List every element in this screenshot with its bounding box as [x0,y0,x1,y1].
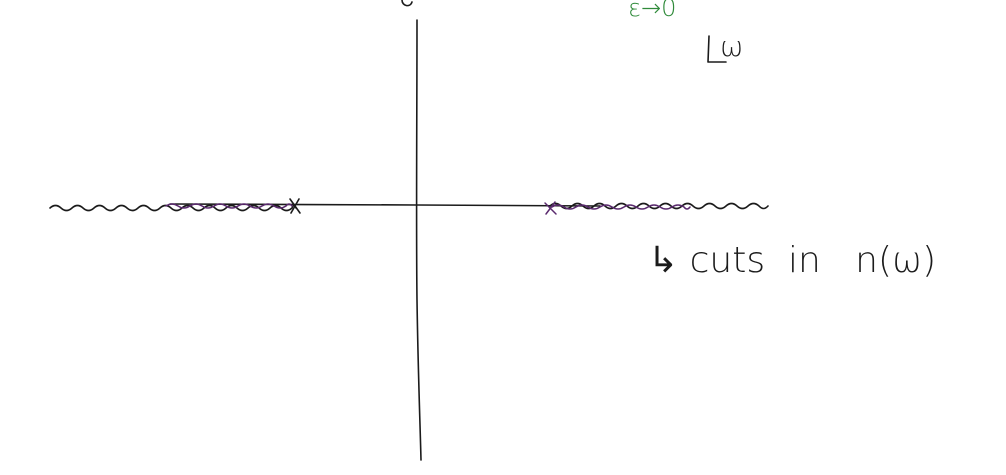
left-branch-cut-overlay [165,203,293,209]
omega-plane-label: ω [707,30,743,63]
imaginary-axis [415,19,422,461]
svg-text:ω: ω [720,30,743,63]
epsilon-limit-label: ε→0 [628,0,676,22]
left-branch-point [289,198,301,214]
right-branch-cut-overlay [551,204,691,210]
right-branch-cut [549,202,769,210]
right-branch-point [544,201,557,215]
left-branch-cut [49,204,297,212]
cuts-annotation: ↳ cuts in n(ω) [648,240,936,281]
axis-top-mark [401,0,413,7]
